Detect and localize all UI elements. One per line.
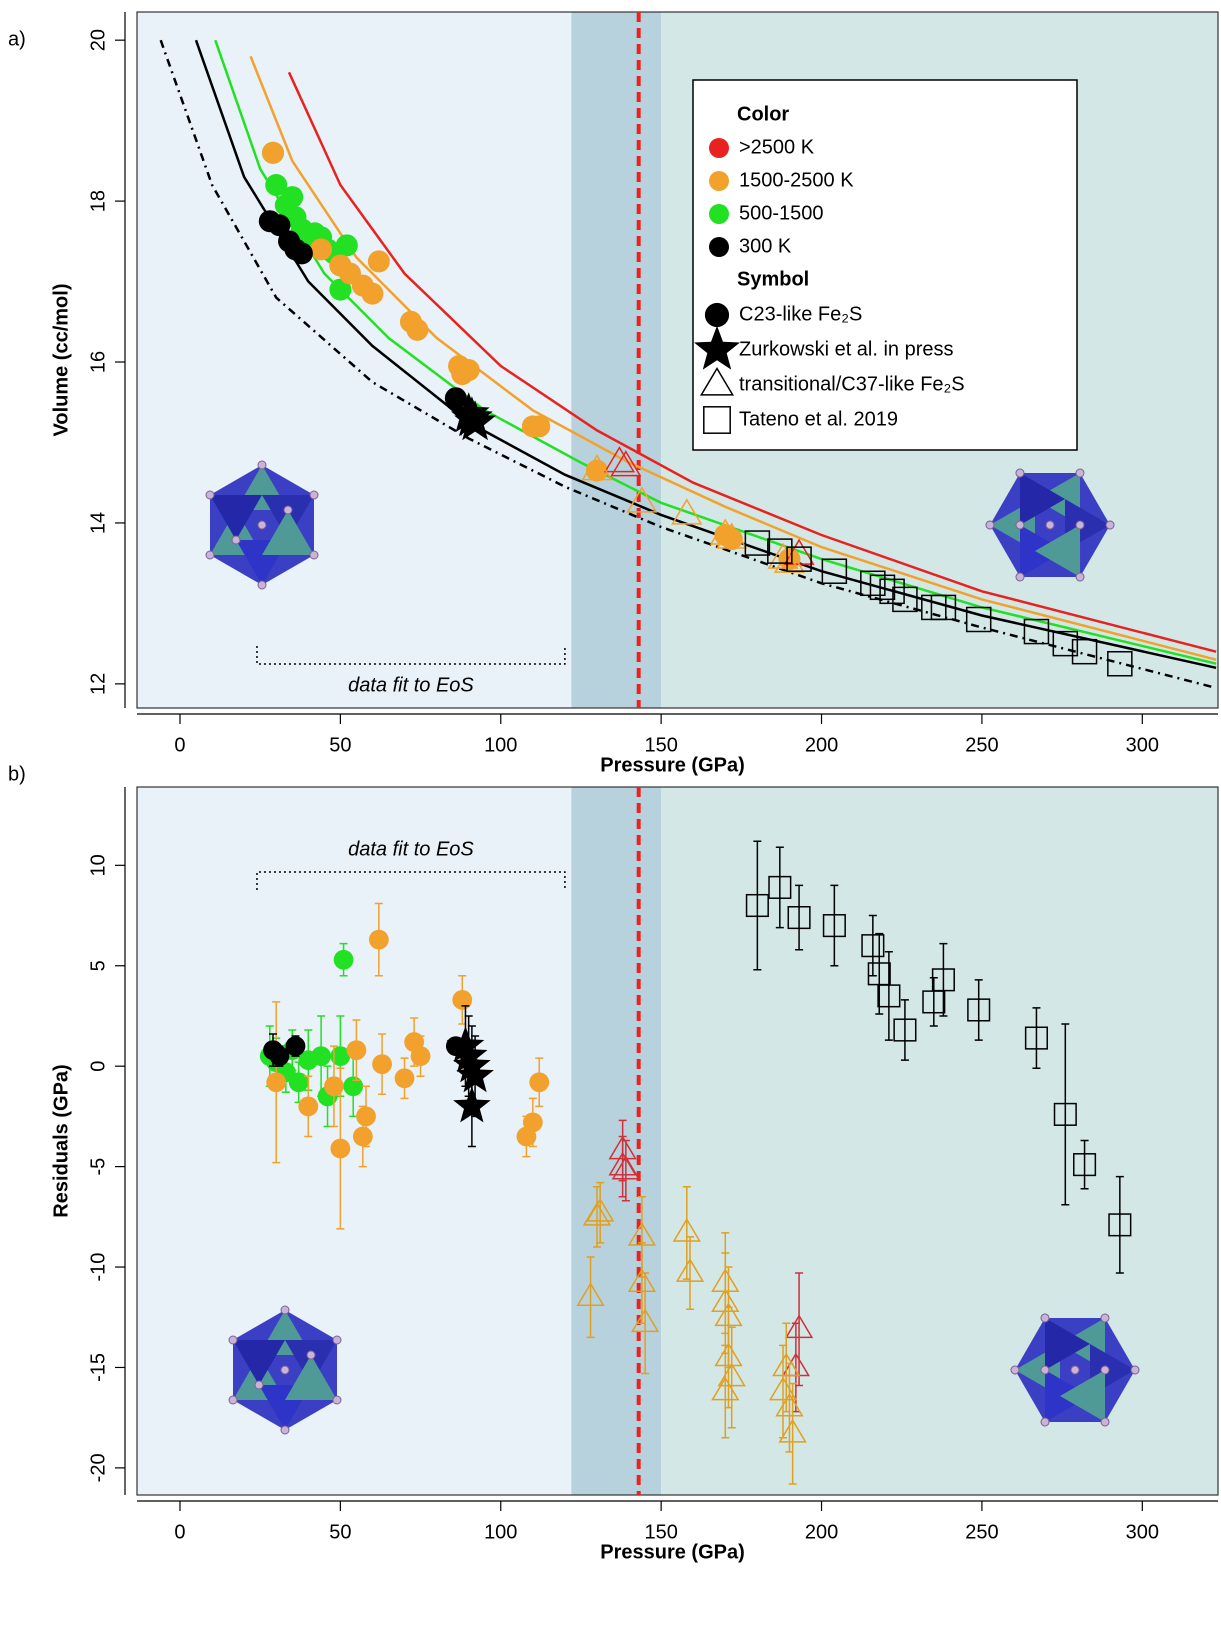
- x-tick-label: 250: [965, 734, 998, 756]
- legend-heading: Symbol: [737, 268, 809, 290]
- point: [330, 1139, 350, 1159]
- y-axis-title: Residuals (GPa): [50, 1064, 72, 1217]
- panel: data fit to EoS 0 50 100 150 200 250 300 Pressur…: [8, 12, 1218, 776]
- x-tick-label: 150: [644, 734, 677, 756]
- point: [361, 283, 383, 305]
- point: [452, 990, 472, 1010]
- x-tick-label: 200: [805, 1521, 838, 1543]
- point: [356, 1106, 376, 1126]
- legend-heading: Color: [737, 103, 789, 125]
- y-tick-label: 16: [87, 351, 109, 373]
- y-tick-label: 10: [87, 854, 109, 876]
- x-axis-title: Pressure (GPa): [600, 754, 745, 776]
- point: [262, 142, 284, 164]
- x-tick-label: 50: [329, 1521, 351, 1543]
- x-tick-label: 200: [805, 734, 838, 756]
- point: [458, 359, 480, 381]
- y-axis-title: Volume (cc/mol): [50, 284, 72, 437]
- legend-label: Zurkowski et al. in press: [739, 338, 954, 360]
- point: [347, 1040, 367, 1060]
- legend-marker: [709, 171, 729, 191]
- legend-marker: [709, 138, 729, 158]
- panel-label: a): [8, 28, 26, 50]
- point: [368, 250, 390, 272]
- point: [369, 930, 389, 950]
- legend-label: >2500 K: [739, 136, 815, 158]
- point: [298, 1096, 318, 1116]
- region: [571, 787, 661, 1495]
- point: [406, 319, 428, 341]
- point: [411, 1046, 431, 1066]
- x-axis-title: Pressure (GPa): [600, 1541, 745, 1563]
- y-tick-label: 5: [87, 960, 109, 971]
- x-tick-label: 50: [329, 734, 351, 756]
- point: [523, 1113, 543, 1133]
- y-tick-label: 12: [87, 673, 109, 695]
- point: [289, 1072, 309, 1092]
- y-tick-label: -10: [87, 1253, 109, 1282]
- legend-marker: [705, 303, 729, 327]
- point: [281, 186, 303, 208]
- region: [571, 12, 661, 708]
- point: [291, 242, 313, 264]
- y-tick-label: -15: [87, 1353, 109, 1382]
- point: [286, 1036, 306, 1056]
- figure: data fit to EoS050100150200250300Pressur…: [0, 0, 1221, 1631]
- x-tick-label: 300: [1126, 734, 1159, 756]
- point: [353, 1127, 373, 1147]
- point: [311, 1046, 331, 1066]
- point: [334, 950, 354, 970]
- region: [661, 787, 1218, 1495]
- point: [586, 460, 608, 482]
- legend-label: 1500-2500 K: [739, 169, 854, 191]
- point: [343, 1076, 363, 1096]
- point: [395, 1068, 415, 1088]
- annotation: data fit to EoS: [348, 838, 474, 860]
- y-tick-label: -20: [87, 1453, 109, 1482]
- x-tick-label: 0: [174, 1521, 185, 1543]
- legend-label: C23-like Fe₂S: [739, 303, 862, 325]
- point: [266, 1072, 286, 1092]
- x-tick-label: 250: [965, 1521, 998, 1543]
- legend-label: 500-1500: [739, 202, 824, 224]
- point: [529, 1072, 549, 1092]
- annotation: data fit to EoS: [348, 674, 474, 696]
- legend-label: transitional/C37-like Fe₂S: [739, 373, 965, 395]
- point: [310, 238, 332, 260]
- legend-marker: [709, 204, 729, 224]
- panel-label: b): [8, 763, 26, 785]
- y-tick-label: 0: [87, 1061, 109, 1072]
- x-tick-label: 300: [1126, 1521, 1159, 1543]
- point: [336, 234, 358, 256]
- y-tick-label: -5: [87, 1158, 109, 1176]
- point: [372, 1054, 392, 1074]
- x-tick-label: 100: [484, 734, 517, 756]
- y-tick-label: 18: [87, 190, 109, 212]
- region: [137, 12, 571, 708]
- x-tick-label: 150: [644, 1521, 677, 1543]
- point: [528, 415, 550, 437]
- legend-marker: [709, 237, 729, 257]
- y-tick-label: 14: [87, 512, 109, 534]
- y-tick-label: 20: [87, 29, 109, 51]
- legend-label: 300 K: [739, 235, 792, 257]
- legend-label: Tateno et al. 2019: [739, 408, 898, 430]
- x-tick-label: 100: [484, 1521, 517, 1543]
- x-tick-label: 0: [174, 734, 185, 756]
